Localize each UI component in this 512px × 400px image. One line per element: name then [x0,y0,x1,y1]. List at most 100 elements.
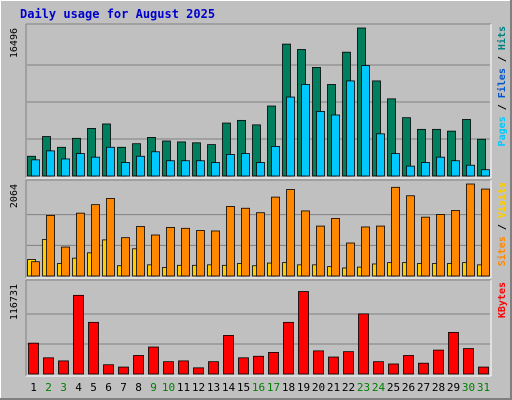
bar-visits-day-25 [391,186,400,277]
bar-kbytes-day-17 [268,352,279,375]
panel-legend: KBytes [497,282,508,318]
bar-kbytes-day-28 [433,349,444,375]
bar-pages-day-20 [316,111,325,177]
bar-pages-day-16 [256,162,265,177]
bar-visits-day-15 [241,207,250,277]
bar-pages-day-15 [241,153,250,177]
bar-kbytes-day-26 [403,355,414,375]
day-label-2: 2 [45,381,52,394]
legend-entry: Pages [497,116,508,146]
legend-entry: Sites [496,236,508,266]
panel-legend: Pages / Files / Hits [496,26,508,146]
bar-kbytes-day-21 [328,356,339,375]
day-label-5: 5 [90,381,97,394]
bar-kbytes-day-6 [103,364,114,375]
panel-legend: Sites / Visits [496,182,508,266]
bar-visits-day-11 [181,227,190,277]
bar-visits-day-12 [196,230,205,277]
bar-pages-day-17 [271,145,280,177]
bar-pages-day-24 [376,133,385,177]
legend-entry: Files [496,68,508,98]
bar-visits-day-4 [76,212,85,277]
day-label-6: 6 [105,381,112,394]
bar-visits-day-31 [481,188,490,277]
bar-visits-day-10 [166,227,175,277]
day-label-18: 18 [282,381,295,394]
bar-visits-day-7 [121,237,130,277]
bar-pages-day-10 [166,160,175,177]
legend-entry: Hits [496,26,508,50]
bar-kbytes-day-10 [163,361,174,375]
day-label-26: 26 [402,381,415,394]
bar-visits-day-18 [286,189,295,277]
day-label-21: 21 [327,381,340,394]
day-label-27: 27 [417,381,430,394]
bar-pages-day-31 [481,169,490,177]
bar-kbytes-day-20 [313,350,324,375]
bar-kbytes-day-24 [373,361,384,375]
bar-visits-day-8 [136,226,145,277]
bar-kbytes-day-8 [133,355,144,375]
y-axis-max-label: 2064 [9,184,20,208]
day-label-25: 25 [387,381,400,394]
day-label-1: 1 [30,381,37,394]
bar-kbytes-day-15 [238,357,249,375]
day-label-24: 24 [372,381,386,394]
bar-pages-day-2 [46,150,55,177]
bar-pages-day-1 [31,159,40,177]
day-label-8: 8 [135,381,142,394]
day-label-31: 31 [477,381,490,394]
bar-kbytes-day-11 [178,360,189,375]
bar-visits-day-22 [346,242,355,277]
bar-kbytes-day-14 [223,335,234,375]
y-axis-max-label: 116731 [9,284,20,320]
bar-pages-day-30 [466,164,475,177]
bar-kbytes-day-19 [298,291,309,375]
day-label-14: 14 [222,381,236,394]
panel-hits: 16496 Pages / Files / Hits [9,23,508,179]
bar-kbytes-day-22 [343,351,354,375]
day-label-19: 19 [297,381,310,394]
bar-pages-day-9 [151,151,160,177]
day-label-10: 10 [162,381,175,394]
bar-pages-day-23 [361,65,370,177]
bar-kbytes-day-30 [463,348,474,375]
day-label-12: 12 [192,381,205,394]
legend-entry: Visits [496,182,508,218]
day-label-23: 23 [357,381,370,394]
bar-kbytes-day-23 [358,313,369,375]
bar-kbytes-day-31 [478,366,489,375]
bar-pages-day-28 [436,156,445,177]
bar-kbytes-day-18 [283,321,294,375]
day-label-15: 15 [237,381,250,394]
bar-kbytes-day-2 [43,357,54,375]
day-label-9: 9 [150,381,157,394]
bar-visits-day-13 [211,230,220,277]
day-label-28: 28 [432,381,445,394]
bar-kbytes-day-12 [193,367,204,375]
day-label-30: 30 [462,381,475,394]
day-label-29: 29 [447,381,460,394]
bar-pages-day-19 [301,84,310,177]
bar-visits-day-24 [376,225,385,277]
bar-pages-day-12 [196,160,205,177]
bar-pages-day-8 [136,155,145,177]
bar-visits-day-21 [331,218,340,277]
bar-kbytes-day-7 [118,366,129,375]
bar-visits-day-16 [256,212,265,277]
bar-kbytes-day-3 [58,360,69,375]
day-label-4: 4 [75,381,82,394]
bar-pages-day-18 [286,96,295,177]
bar-visits-day-14 [226,206,235,277]
bar-visits-day-26 [406,195,415,277]
bar-visits-day-9 [151,234,160,277]
day-label-16: 16 [252,381,265,394]
day-label-11: 11 [177,381,190,394]
bar-pages-day-13 [211,162,220,177]
day-label-22: 22 [342,381,355,394]
bar-visits-day-27 [421,216,430,277]
y-axis-max-label: 16496 [9,28,20,58]
bar-visits-day-23 [361,226,370,277]
bar-pages-day-6 [106,146,115,177]
